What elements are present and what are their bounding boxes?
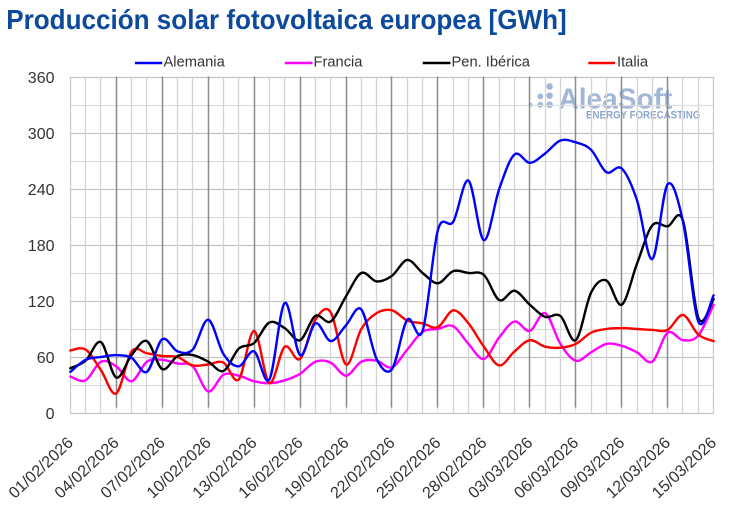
svg-text:120: 120 <box>28 294 55 311</box>
svg-text:300: 300 <box>28 126 55 143</box>
svg-text:360: 360 <box>28 70 55 87</box>
svg-text:Italia: Italia <box>617 54 649 70</box>
svg-text:0: 0 <box>46 406 55 423</box>
svg-text:AleaSoft: AleaSoft <box>559 83 673 115</box>
svg-text:180: 180 <box>28 238 55 255</box>
svg-text:Pen. Ibérica: Pen. Ibérica <box>452 54 531 70</box>
svg-text:Francia: Francia <box>314 54 364 70</box>
svg-text:240: 240 <box>28 182 55 199</box>
svg-text:60: 60 <box>37 350 55 367</box>
svg-text:Alemania: Alemania <box>164 54 226 70</box>
svg-text:Producción solar fotovoltaica: Producción solar fotovoltaica europea [G… <box>6 3 567 35</box>
svg-text:ENERGY FORECASTING: ENERGY FORECASTING <box>586 110 701 122</box>
